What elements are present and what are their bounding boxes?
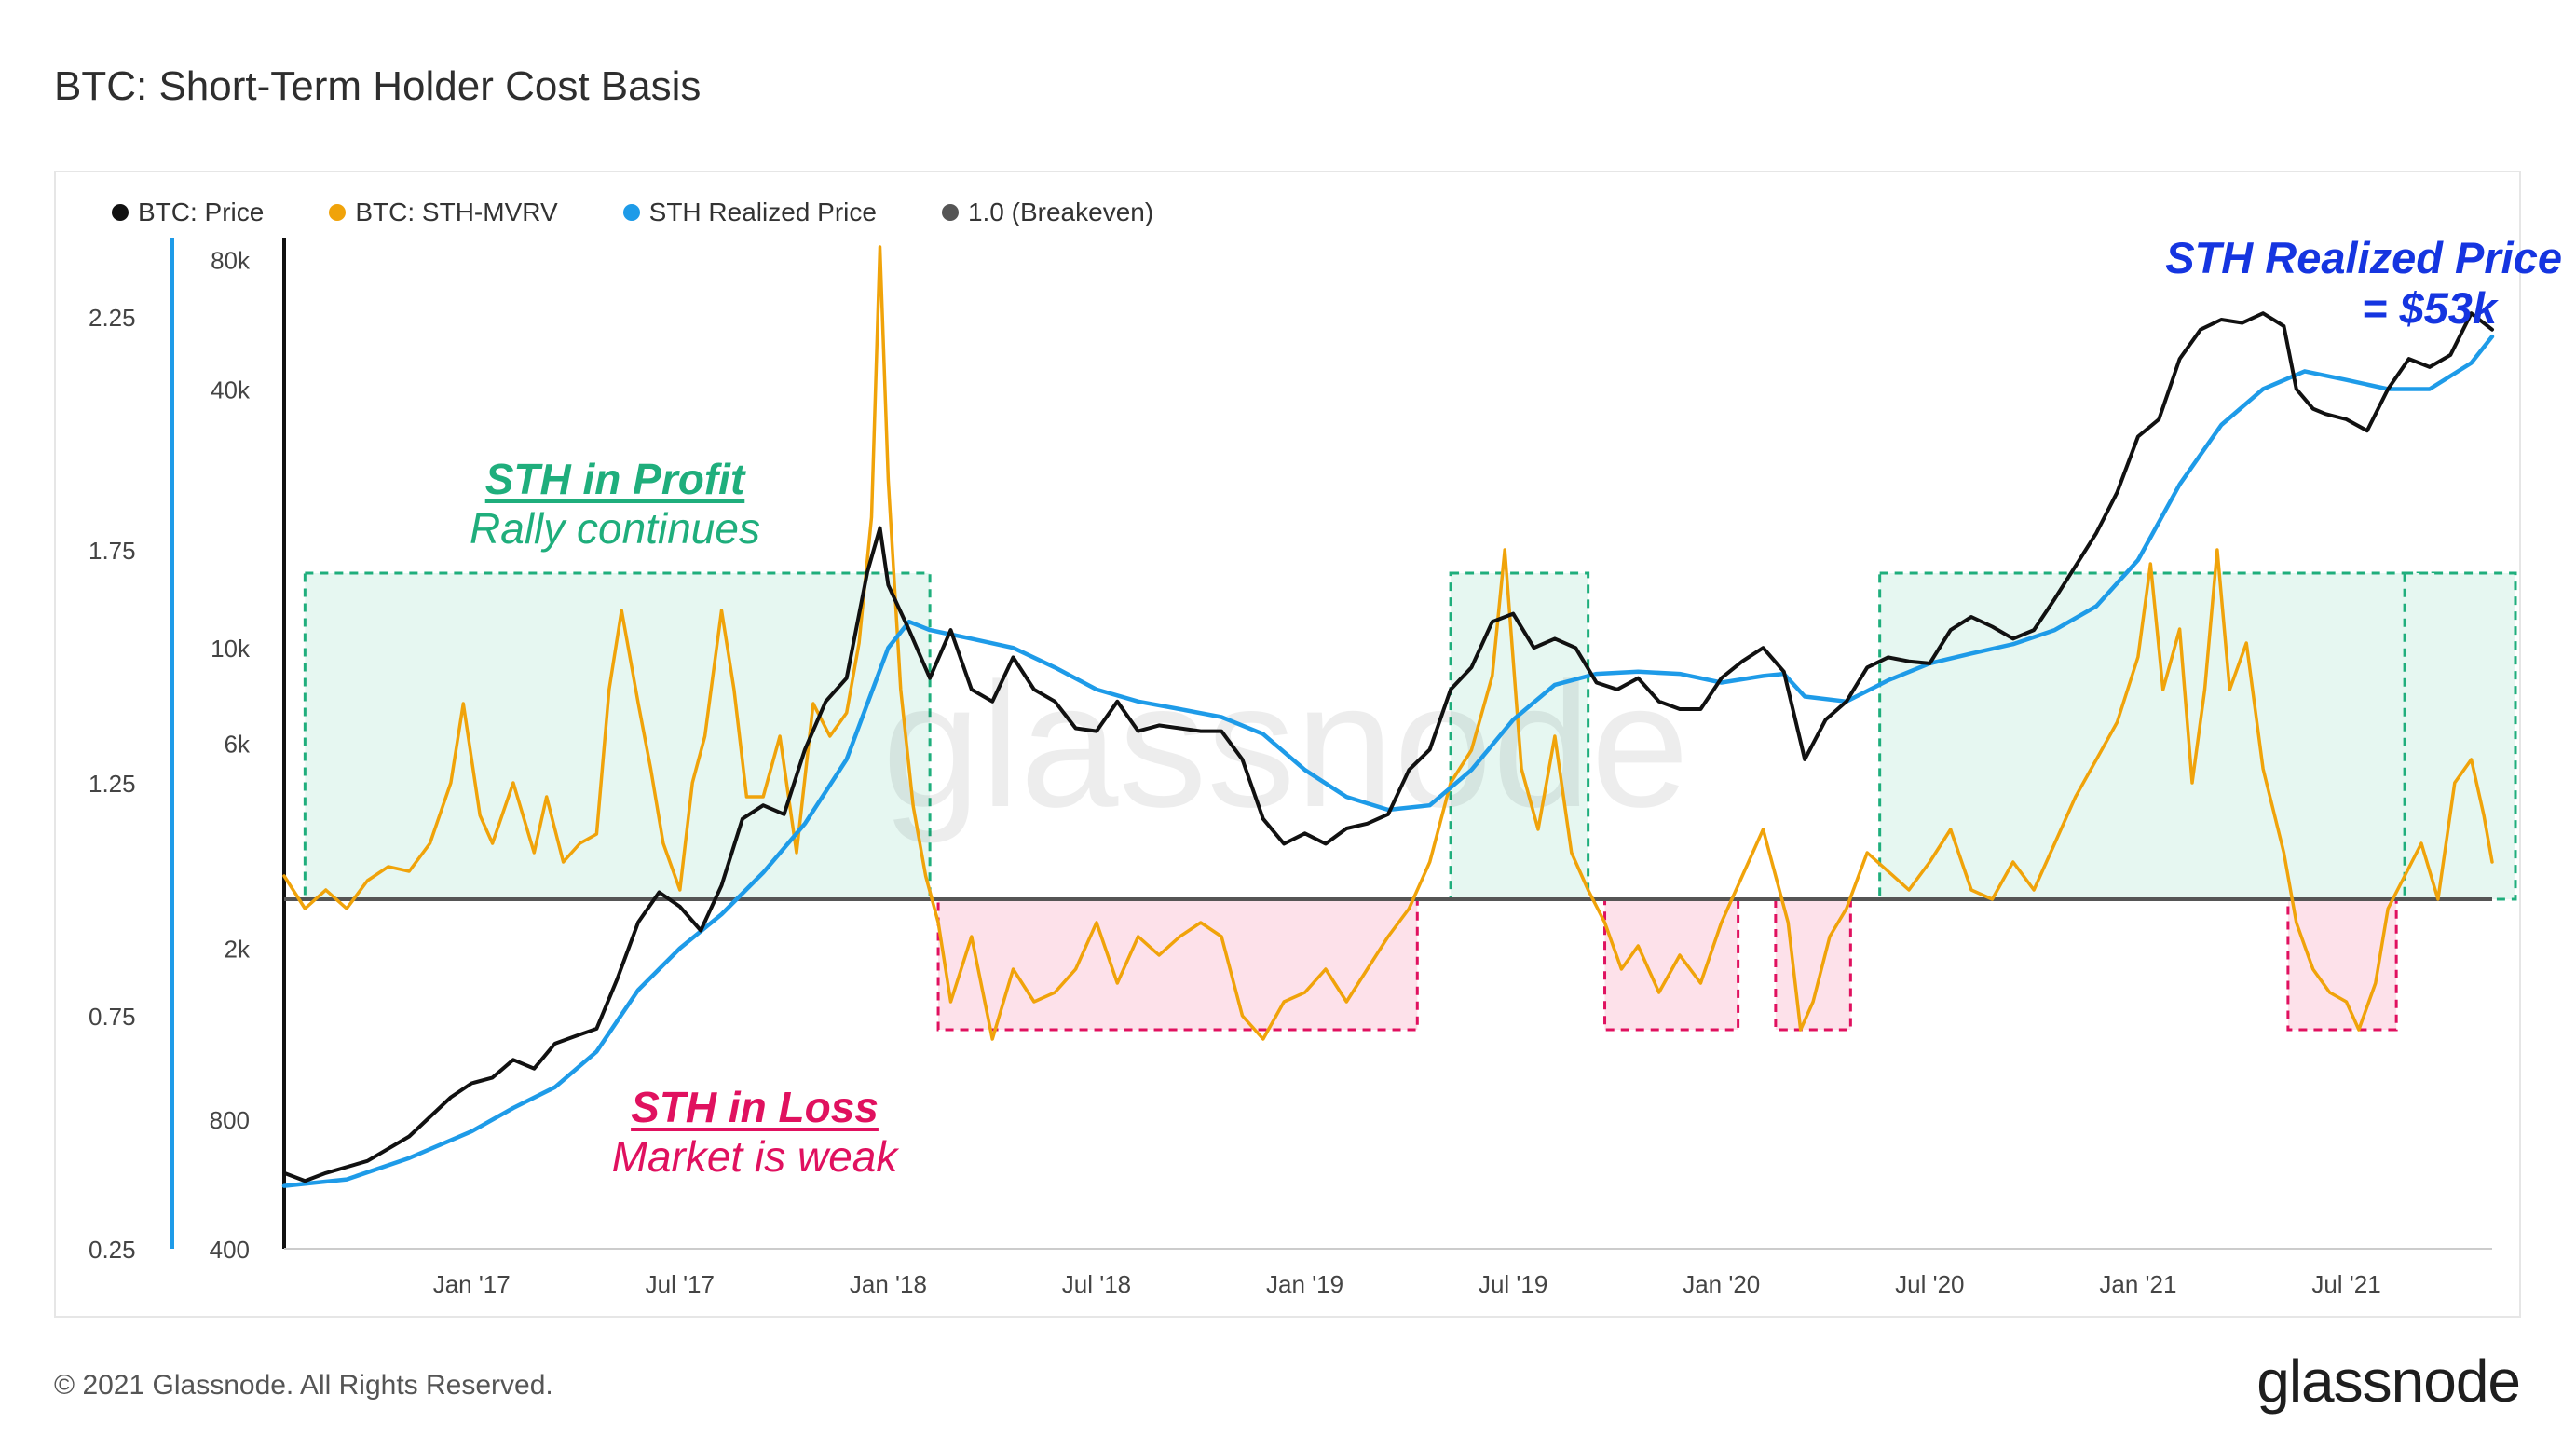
legend-item-realized[interactable]: STH Realized Price xyxy=(622,198,877,227)
legend-dot-price xyxy=(112,204,129,221)
realized-annotation: STH Realized Price = $53k xyxy=(2133,233,2562,334)
profit-annotation: STH in Profit Rally continues xyxy=(410,455,820,554)
profit-annotation-title: STH in Profit xyxy=(484,455,745,503)
brand-logo[interactable]: glassnode xyxy=(2256,1347,2521,1415)
x-axis-tick: Jan '20 xyxy=(1683,1270,1760,1298)
profit-zone-1 xyxy=(303,571,932,901)
realized-annotation-line1: STH Realized Price xyxy=(2165,233,2562,282)
loss-annotation-subtitle: Market is weak xyxy=(611,1131,898,1181)
x-axis-tick: Jul '18 xyxy=(1062,1270,1131,1298)
x-axis-tick: Jul '21 xyxy=(2311,1270,2380,1298)
axes-layer: 0.25 0.75 1.25 1.75 2.25 400 800 2k 6k 10k 40k 80k J… xyxy=(89,238,2492,1298)
left-axis-tick: 0.75 xyxy=(89,1003,136,1031)
price-axis-tick: 80k xyxy=(211,247,251,275)
x-axis-tick: Jul '19 xyxy=(1479,1270,1547,1298)
left-axis-tick: 1.25 xyxy=(89,770,136,798)
profit-annotation-subtitle: Rally continues xyxy=(470,503,760,553)
price-axis-tick: 6k xyxy=(225,731,251,759)
price-axis-tick: 400 xyxy=(210,1236,250,1264)
realized-price-line xyxy=(281,334,2495,1188)
price-line xyxy=(282,311,2494,1183)
x-axis-tick: Jul '17 xyxy=(646,1270,715,1298)
legend-item-price[interactable]: BTC: Price xyxy=(112,198,264,227)
legend-item-mvrv[interactable]: BTC: STH-MVRV xyxy=(329,198,558,227)
series-layer xyxy=(281,245,2495,1188)
price-axis-tick: 800 xyxy=(210,1106,250,1134)
x-axis-tick: Jan '17 xyxy=(433,1270,511,1298)
profit-zone-3 xyxy=(1878,571,2440,901)
mvrv-line xyxy=(282,245,2494,1041)
loss-annotation-title: STH in Loss xyxy=(631,1083,879,1131)
legend-label-price: BTC: Price xyxy=(138,198,265,226)
left-axis-tick: 1.75 xyxy=(89,537,136,565)
realized-annotation-line2: = $53k xyxy=(2361,283,2497,334)
legend-dot-breakeven xyxy=(941,204,959,221)
legend-label-mvrv: BTC: STH-MVRV xyxy=(355,198,558,226)
legend-dot-mvrv xyxy=(329,204,347,221)
profit-zone-4 xyxy=(2403,571,2517,901)
left-axis-tick: 2.25 xyxy=(89,304,136,332)
legend-label-breakeven: 1.0 (Breakeven) xyxy=(967,198,1154,226)
price-axis-tick: 10k xyxy=(211,635,251,663)
loss-zone-1 xyxy=(936,897,1419,1032)
copyright-footer: © 2021 Glassnode. All Rights Reserved. xyxy=(54,1370,553,1401)
x-axis-tick: Jan '21 xyxy=(2099,1270,2176,1298)
page-title: BTC: Short-Term Holder Cost Basis xyxy=(54,63,702,109)
loss-annotation: STH in Loss Market is weak xyxy=(559,1083,950,1182)
legend-label-realized: STH Realized Price xyxy=(648,198,877,226)
x-axis-tick: Jul '20 xyxy=(1895,1270,1964,1298)
left-axis-tick: 0.25 xyxy=(89,1236,136,1264)
legend-dot-realized xyxy=(622,204,640,221)
zone-layer xyxy=(303,571,2517,1032)
chart-frame xyxy=(54,171,2521,1318)
x-axis-tick: Jan '19 xyxy=(1266,1270,1343,1298)
legend-item-breakeven[interactable]: 1.0 (Breakeven) xyxy=(941,198,1154,227)
x-axis-tick: Jan '18 xyxy=(850,1270,927,1298)
price-axis-tick: 40k xyxy=(211,376,251,404)
chart-legend: BTC: Price BTC: STH-MVRV STH Realized Pr… xyxy=(112,198,1153,227)
price-axis-tick: 2k xyxy=(225,936,251,964)
